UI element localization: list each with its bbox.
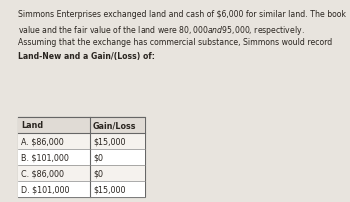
Bar	[18, 165, 145, 181]
Text: $15,000: $15,000	[93, 185, 126, 194]
Text: D. $101,000: D. $101,000	[21, 185, 70, 194]
Text: Assuming that the exchange has commercial substance, Simmons would record: Assuming that the exchange has commercia…	[18, 38, 332, 47]
Text: Land: Land	[21, 121, 43, 130]
Bar	[18, 117, 145, 197]
Bar	[18, 149, 145, 165]
Bar	[18, 133, 145, 149]
Bar	[18, 117, 145, 133]
Text: C. $86,000: C. $86,000	[21, 169, 64, 178]
Text: $0: $0	[93, 169, 103, 178]
Text: value and the fair value of the land were $80,000 and $95,000, respectively.: value and the fair value of the land wer…	[18, 24, 305, 37]
Text: A. $86,000: A. $86,000	[21, 137, 64, 146]
Text: Land-New and a Gain/(Loss) of:: Land-New and a Gain/(Loss) of:	[18, 52, 155, 61]
Text: B. $101,000: B. $101,000	[21, 153, 69, 162]
Bar	[18, 181, 145, 197]
Text: Gain/Loss: Gain/Loss	[93, 121, 136, 130]
Text: $0: $0	[93, 153, 103, 162]
Text: $15,000: $15,000	[93, 137, 126, 146]
Text: Simmons Enterprises exchanged land and cash of $6,000 for similar land. The book: Simmons Enterprises exchanged land and c…	[18, 10, 346, 19]
